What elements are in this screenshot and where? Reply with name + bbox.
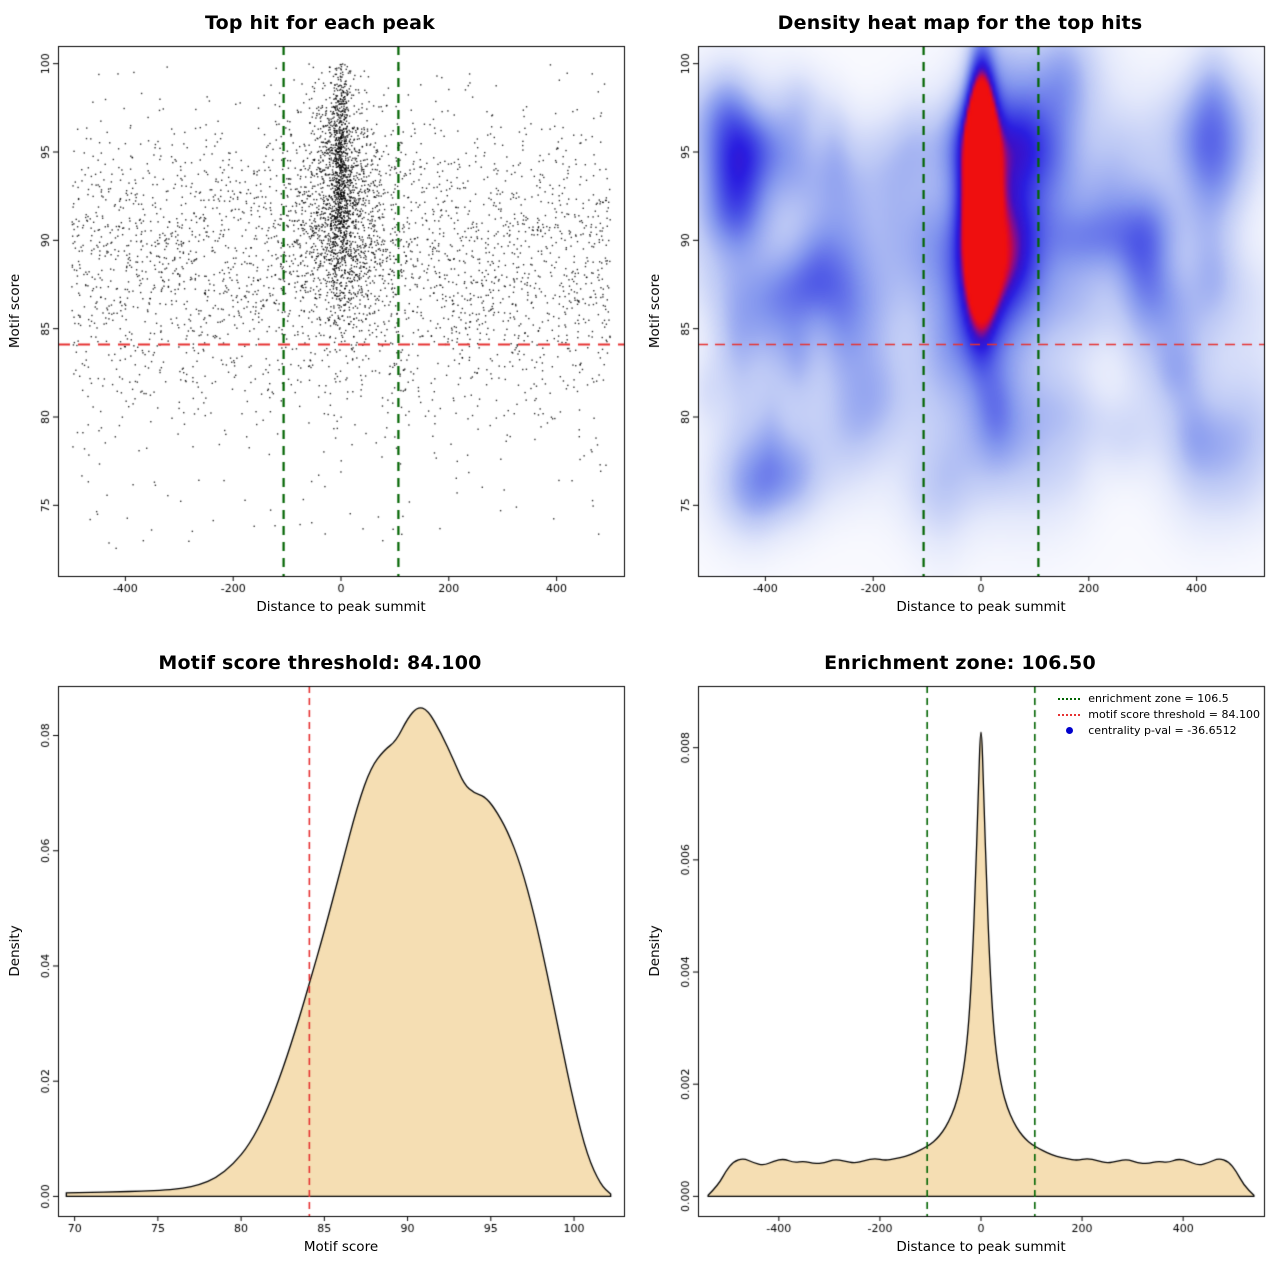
chart-title: Motif score threshold: 84.100 (158, 652, 482, 674)
legend-item: motif score threshold = 84.100 (1057, 708, 1260, 721)
legend-dotted-line-swatch (1057, 697, 1081, 700)
centrality-pval-dot-icon (1065, 727, 1073, 734)
legend-item: centrality p-val = -36.6512 (1057, 724, 1260, 737)
motif-score-density-canvas (0, 640, 640, 1280)
x-axis-label: Distance to peak summit (896, 1239, 1066, 1255)
legend-item: enrichment zone = 106.5 (1057, 692, 1260, 705)
scatter-plot-canvas (0, 0, 640, 640)
legend-label: centrality p-val = -36.6512 (1088, 724, 1237, 737)
chart-title: Enrichment zone: 106.50 (824, 652, 1096, 674)
chart-title: Density heat map for the top hits (777, 12, 1143, 34)
legend-label: motif score threshold = 84.100 (1088, 708, 1260, 721)
legend-label: enrichment zone = 106.5 (1088, 692, 1229, 705)
distance-density-canvas (640, 640, 1280, 1280)
y-axis-label: Motif score (7, 273, 23, 349)
panel-motif-score-density: Motif score threshold: 84.100 Motif scor… (0, 640, 640, 1280)
y-axis-label: Motif score (647, 273, 663, 349)
legend-dotted-line-swatch (1057, 713, 1081, 716)
x-axis-label: Motif score (303, 1239, 379, 1255)
dotted-line-icon (1058, 697, 1081, 700)
x-axis-label: Distance to peak summit (896, 599, 1066, 615)
panel-top-hits-scatter: Top hit for each peak Distance to peak s… (0, 0, 640, 640)
y-axis-label: Density (7, 925, 23, 977)
legend-dot-swatch (1057, 727, 1081, 734)
y-axis-label: Density (647, 925, 663, 977)
dotted-line-icon (1058, 713, 1081, 716)
panel-density-heatmap: Density heat map for the top hits Distan… (640, 0, 1280, 640)
x-axis-label: Distance to peak summit (256, 599, 426, 615)
panel-enrichment-zone-density: Enrichment zone: 106.50 Distance to peak… (640, 640, 1280, 1280)
chart-title: Top hit for each peak (204, 12, 435, 34)
legend: enrichment zone = 106.5 motif score thres… (1057, 692, 1260, 737)
heatmap-canvas (640, 0, 1280, 640)
